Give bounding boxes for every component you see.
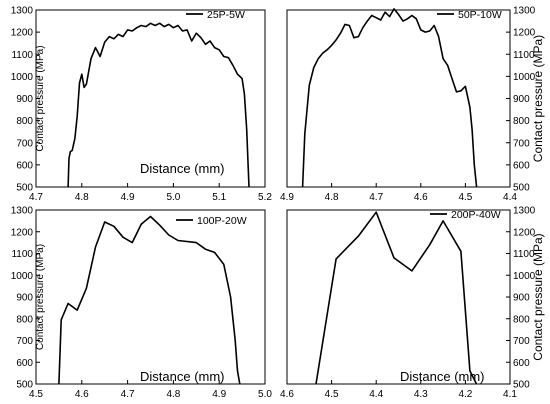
x-tick-label: 4.6 bbox=[280, 389, 294, 400]
y-tick-label: 500 bbox=[16, 380, 33, 391]
legend-entry: 50P-10W bbox=[458, 9, 502, 21]
x-tick-label: 4.9 bbox=[212, 389, 226, 400]
x-tick-label: 4.1 bbox=[503, 389, 517, 400]
y-tick-label: 1100 bbox=[513, 50, 535, 61]
y-tick-label: 1100 bbox=[11, 249, 33, 260]
y-tick-label: 1100 bbox=[513, 249, 535, 260]
y-tick-label: 700 bbox=[16, 138, 33, 149]
plot-frame bbox=[286, 9, 511, 188]
y-tick-label: 1300 bbox=[513, 206, 536, 217]
y-tick-label: 600 bbox=[513, 160, 530, 171]
legend-entry: 25P-5W bbox=[207, 9, 245, 21]
x-tick-label: 5.1 bbox=[212, 192, 226, 203]
legend-entry: 200P-40W bbox=[451, 209, 501, 221]
y-tick-label: 1000 bbox=[11, 271, 34, 282]
x-tick-label: 4.8 bbox=[75, 192, 89, 203]
y-tick-label: 1300 bbox=[11, 206, 34, 217]
y-axis-label: Contact pressure (MPa) bbox=[531, 233, 545, 360]
x-axis-label: Distance (mm) bbox=[140, 161, 225, 176]
y-tick-label: 800 bbox=[16, 116, 33, 127]
x-axis-label: Distance (mm) bbox=[400, 369, 485, 384]
y-axis-label: Contact pressure (MPa) bbox=[35, 244, 46, 350]
legend-entry: 100P-20W bbox=[197, 215, 247, 227]
y-tick-label: 700 bbox=[16, 336, 33, 347]
y-tick-label: 1300 bbox=[513, 6, 536, 17]
y-tick-label: 1200 bbox=[11, 28, 34, 39]
y-axis-label: Contact pressure (MPa) bbox=[531, 35, 545, 162]
x-tick-label: 4.7 bbox=[121, 389, 135, 400]
y-tick-label: 900 bbox=[16, 293, 33, 304]
x-tick-label: 4.5 bbox=[325, 389, 339, 400]
y-tick-label: 500 bbox=[513, 183, 530, 194]
y-tick-label: 900 bbox=[16, 94, 33, 105]
y-tick-label: 800 bbox=[513, 116, 530, 127]
y-tick-label: 600 bbox=[16, 358, 33, 369]
y-tick-label: 700 bbox=[513, 138, 530, 149]
panel-p3: 4.5 4.6 4.7 4.8 4.9 5.0 500 600 700 800 900 1000 110… bbox=[11, 206, 273, 401]
x-tick-label: 4.6 bbox=[75, 389, 89, 400]
x-tick-label: 5.2 bbox=[258, 192, 272, 203]
x-tick-label: 4.3 bbox=[414, 389, 428, 400]
series-line bbox=[315, 211, 478, 385]
series-line bbox=[67, 22, 250, 188]
x-tick-label: 4.5 bbox=[29, 389, 43, 400]
y-tick-label: 1000 bbox=[513, 271, 536, 282]
x-tick-label: 5.0 bbox=[166, 192, 180, 203]
y-tick-label: 800 bbox=[513, 314, 530, 325]
y-tick-label: 900 bbox=[513, 293, 530, 304]
y-tick-label: 1300 bbox=[11, 6, 34, 17]
y-tick-label: 500 bbox=[513, 380, 530, 391]
y-tick-label: 1200 bbox=[513, 227, 536, 238]
y-tick-label: 1200 bbox=[11, 227, 34, 238]
series-line bbox=[58, 215, 241, 385]
y-tick-label: 900 bbox=[513, 94, 530, 105]
x-tick-label: 4.8 bbox=[325, 192, 339, 203]
x-tick-label: 4.7 bbox=[29, 192, 43, 203]
x-tick-label: 4.8 bbox=[166, 389, 180, 400]
x-axis-label: Distance (mm) bbox=[140, 369, 225, 384]
x-tick-label: 4.6 bbox=[414, 192, 428, 203]
x-tick-label: 4.4 bbox=[369, 389, 383, 400]
y-tick-label: 800 bbox=[16, 314, 33, 325]
x-tick-label: 4.2 bbox=[458, 389, 472, 400]
y-tick-label: 1200 bbox=[513, 28, 536, 39]
y-tick-label: 700 bbox=[513, 336, 530, 347]
y-tick-label: 600 bbox=[513, 358, 530, 369]
y-tick-label: 1000 bbox=[513, 72, 536, 83]
x-tick-label: 5.0 bbox=[258, 389, 272, 400]
y-tick-label: 1000 bbox=[11, 72, 34, 83]
x-tick-label: 4.7 bbox=[369, 192, 383, 203]
y-tick-label: 600 bbox=[16, 160, 33, 171]
y-axis-label: Contact pressure (MPa) bbox=[35, 45, 46, 151]
series-line bbox=[301, 8, 478, 188]
x-tick-label: 4.4 bbox=[503, 192, 517, 203]
y-tick-label: 1100 bbox=[11, 50, 33, 61]
x-tick-label: 4.9 bbox=[121, 192, 135, 203]
y-tick-label: 500 bbox=[16, 183, 33, 194]
x-tick-label: 4.5 bbox=[458, 192, 472, 203]
panel-p1: 4.7 4.8 4.9 5.0 5.1 5.2 500 600 700 800 900 1000 110… bbox=[11, 6, 273, 204]
x-tick-label: 4.9 bbox=[280, 192, 294, 203]
